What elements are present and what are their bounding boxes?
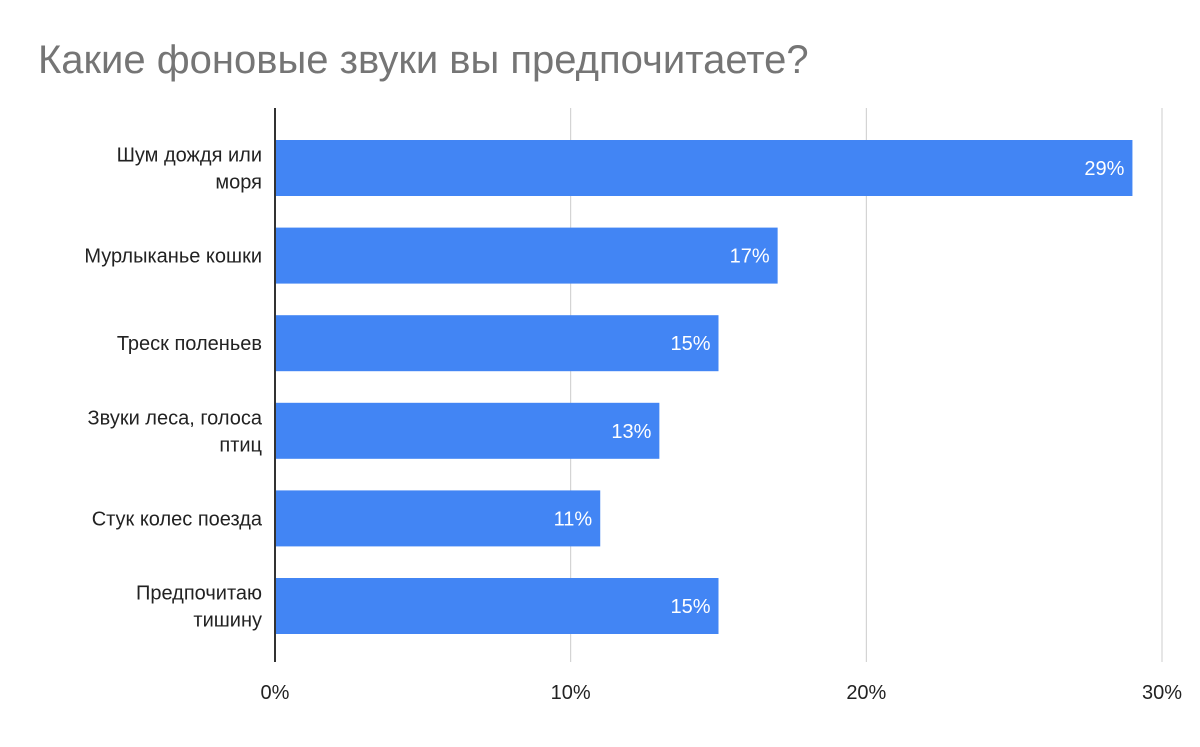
y-tick-label: моря [215, 172, 262, 194]
bar [275, 402, 660, 459]
data-label: 13% [611, 421, 651, 443]
y-tick-label: Шум дождя или [117, 145, 262, 167]
y-tick-label: Звуки леса, голоса [88, 407, 263, 429]
data-label: 11% [554, 508, 593, 530]
data-label: 15% [670, 333, 710, 355]
y-tick-label: тишину [193, 610, 262, 632]
bar [275, 140, 1133, 196]
y-tick-label: Треск поленьев [117, 333, 262, 355]
x-tick-label: 10% [551, 682, 591, 704]
bar [275, 578, 719, 634]
y-tick-label: Мурлыканье кошки [84, 246, 262, 268]
x-tick-label: 30% [1142, 682, 1182, 704]
x-tick-label: 20% [846, 682, 886, 704]
y-tick-label: Предпочитаю [136, 583, 262, 605]
x-tick-label: 0% [261, 682, 290, 704]
bar [275, 227, 778, 284]
y-tick-label: Стук колес поезда [92, 508, 263, 530]
data-label: 29% [1084, 158, 1124, 180]
bar [275, 315, 719, 372]
chart-title: Какие фоновые звуки вы предпочитаете? [38, 38, 809, 82]
data-label: 17% [730, 246, 770, 268]
data-label: 15% [670, 596, 710, 618]
bar [275, 490, 601, 547]
y-tick-label: птиц [219, 434, 262, 456]
